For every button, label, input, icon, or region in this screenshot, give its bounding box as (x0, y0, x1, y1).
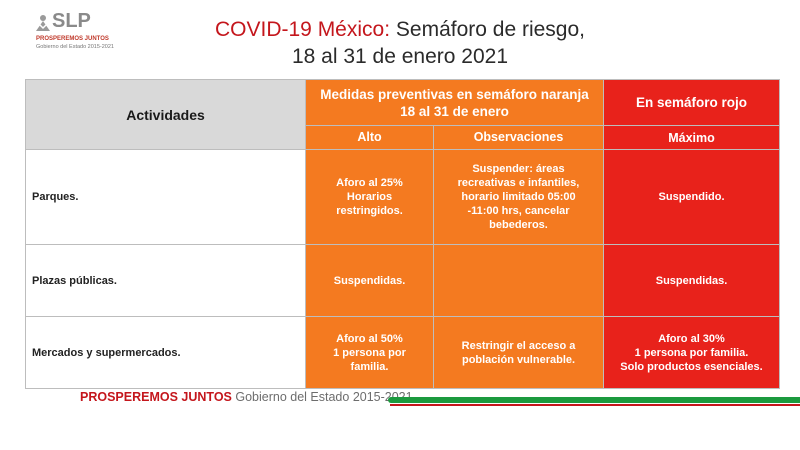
table-header-row: Actividades Medidas preventivas en semáf… (25, 79, 781, 150)
logo-subtitle: Gobierno del Estado 2015-2021 (36, 44, 114, 50)
table-subheader-row: Alto Observaciones Máximo (26, 125, 781, 150)
row-alto: Suspendidas. (305, 244, 434, 317)
title-highlight: COVID-19 México: (215, 18, 391, 41)
table-row: Parques. Aforo al 25% Horarios restringi… (25, 149, 781, 245)
slp-logo: SLP PROSPEREMOS JUNTOS Gobierno del Esta… (34, 10, 114, 56)
logo-tagline: PROSPEREMOS JUNTOS (36, 36, 109, 42)
subheader-alto: Alto (305, 125, 434, 150)
row-observaciones: Suspender: áreas recreativas e infantile… (432, 149, 605, 245)
header-orange: Medidas preventivas en semáforo naranja … (304, 79, 605, 126)
row-activity: Parques. (25, 149, 306, 245)
header-red: En semáforo rojo (603, 79, 781, 126)
footer-green-stripe (388, 397, 800, 403)
row-activity: Mercados y supermercados. (25, 316, 306, 389)
measures-table: Actividades Medidas preventivas en semáf… (25, 79, 781, 389)
row-alto: Aforo al 50% 1 persona por familia. (305, 316, 434, 389)
row-maximo: Aforo al 30% 1 persona por familia. Solo… (603, 316, 781, 389)
subheader-maximo: Máximo (603, 125, 781, 150)
row-activity: Plazas públicas. (25, 244, 306, 317)
row-maximo: Suspendido. (603, 149, 781, 245)
table-row: Plazas públicas. Suspendidas. Suspendida… (25, 244, 781, 317)
title-dates: 18 al 31 de enero 2021 (291, 45, 509, 68)
logo-text: SLP (52, 10, 91, 32)
footer-tagline: PROSPEREMOS JUNTOS (80, 390, 232, 404)
header-activities: Actividades (25, 79, 306, 150)
footer-government: Gobierno del Estado 2015-2021 (235, 390, 413, 404)
page-title: COVID-19 México: Semáforo de riesgo, 18 … (160, 16, 640, 70)
footer-brand: PROSPEREMOS JUNTOS Gobierno del Estado 2… (80, 390, 413, 404)
table-row: Mercados y supermercados. Aforo al 50% 1… (25, 316, 781, 389)
footer-red-stripe (390, 404, 800, 406)
subheader-observaciones: Observaciones (432, 125, 605, 150)
row-maximo: Suspendidas. (603, 244, 781, 317)
slp-emblem-icon (36, 15, 50, 31)
title-rest: Semáforo de riesgo, (395, 18, 585, 41)
row-observaciones: Restringir el acceso a población vulnera… (432, 316, 605, 389)
row-observaciones (432, 244, 605, 317)
row-alto: Aforo al 25% Horarios restringidos. (305, 149, 434, 245)
